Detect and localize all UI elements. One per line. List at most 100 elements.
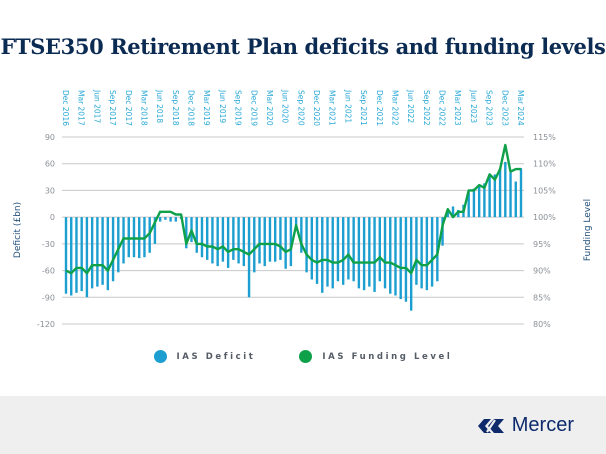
deficit-bar — [420, 217, 423, 289]
left-tick-label: -90 — [42, 293, 55, 302]
mercer-logo-text: Mercer — [511, 414, 574, 436]
mercer-logo: Mercer — [476, 414, 574, 437]
deficit-bar — [127, 217, 130, 258]
deficit-bar — [352, 217, 355, 282]
deficit-bar — [326, 217, 329, 287]
deficit-bar — [404, 217, 408, 302]
deficit-bar — [153, 217, 157, 244]
left-axis-title: Deficit (£bn) — [13, 202, 23, 258]
deficit-bar — [430, 217, 434, 287]
deficit-bars — [64, 161, 523, 311]
deficit-bar — [477, 185, 481, 218]
deficit-bar — [206, 217, 209, 260]
right-tick-label: 110% — [533, 160, 556, 169]
legend: IAS Deficit IAS Funding Level — [0, 350, 606, 363]
right-tick-label: 105% — [533, 186, 556, 195]
x-tick-label: Jun 2023 — [469, 89, 478, 123]
deficit-bar — [226, 217, 230, 268]
funding-line — [65, 143, 521, 275]
deficit-bar — [310, 217, 314, 280]
deficit-bar — [132, 217, 136, 258]
deficit-bar — [200, 217, 204, 258]
deficit-bar — [331, 217, 334, 289]
deficit-bar — [472, 188, 476, 218]
right-axis-title: Funding Level — [583, 199, 593, 261]
legend-item-funding[interactable]: IAS Funding Level — [299, 350, 452, 363]
chart: Dec 2016 Mar 2017 Jun 2017 Sep 2017 Dec 2017… — [13, 89, 593, 329]
x-tick-label: Sep 2020 — [296, 90, 305, 126]
deficit-bar — [185, 217, 188, 249]
deficit-bar — [289, 217, 293, 267]
x-tick-label: Dec 2017 — [124, 90, 133, 126]
deficit-bar — [373, 217, 376, 292]
right-tick-label: 90% — [533, 267, 551, 276]
deficit-bar — [300, 217, 303, 253]
x-tick-label: Dec 2023 — [500, 90, 509, 126]
deficit-bar — [368, 217, 371, 287]
deficit-bar — [509, 172, 512, 218]
deficit-bar — [263, 217, 266, 267]
deficit-bar — [268, 217, 272, 262]
funding-level-line — [65, 143, 521, 275]
mercer-logo-icon — [477, 418, 504, 433]
x-tick-label: Sep 2019 — [234, 90, 243, 126]
deficit-bar — [221, 217, 225, 262]
deficit-bar — [70, 217, 73, 296]
x-tick-label: Sep 2022 — [422, 90, 431, 126]
x-tick-label: Mar 2019 — [202, 90, 211, 126]
deficit-bar — [237, 217, 240, 264]
x-tick-label: Mar 2017 — [77, 90, 86, 126]
x-tick-label: Mar 2020 — [265, 90, 274, 126]
legend-swatch-deficit — [153, 350, 167, 363]
deficit-bar — [493, 174, 497, 218]
x-tick-label: Jun 2020 — [281, 89, 290, 123]
x-tick-label: Mar 2018 — [139, 90, 148, 126]
x-tick-label: Dec 2022 — [438, 90, 447, 126]
deficit-bar — [253, 217, 256, 273]
deficit-bar — [96, 217, 99, 287]
deficit-bar — [211, 217, 214, 264]
x-tick-label: Sep 2017 — [108, 90, 117, 126]
deficit-bar — [284, 217, 287, 269]
deficit-bar — [389, 217, 392, 294]
footer: Mercer — [0, 396, 606, 454]
deficit-bar — [148, 217, 151, 253]
deficit-bar — [394, 217, 397, 296]
legend-swatch-funding — [299, 350, 313, 363]
left-tick-label: 0 — [50, 213, 55, 222]
deficit-bar — [514, 181, 517, 218]
deficit-bar — [232, 217, 235, 260]
right-tick-label: 100% — [533, 213, 556, 222]
deficit-bar — [242, 217, 246, 267]
deficit-bar — [64, 217, 68, 294]
deficit-bar — [305, 217, 308, 273]
deficit-bar — [90, 217, 94, 289]
x-tick-label: Dec 2018 — [187, 90, 196, 126]
deficit-bar — [336, 217, 340, 282]
x-tick-label: Dec 2021 — [375, 90, 384, 126]
x-tick-label: Jun 2019 — [218, 89, 227, 123]
deficit-bar — [498, 168, 502, 218]
right-axis-labels: 115% 110% 105% 100% 95% 90% 85% 80% — [533, 133, 556, 329]
deficit-bar — [362, 217, 366, 291]
x-tick-label: Dec 2016 — [61, 90, 70, 126]
x-tick-label: Sep 2023 — [485, 90, 494, 126]
left-tick-label: -60 — [42, 267, 55, 276]
deficit-bar — [315, 217, 319, 284]
right-tick-label: 85% — [533, 293, 551, 302]
deficit-bar — [195, 217, 198, 253]
left-tick-label: 30 — [45, 186, 55, 195]
deficit-bar — [247, 217, 251, 298]
legend-item-deficit[interactable]: IAS Deficit — [153, 350, 256, 363]
x-tick-label: Mar 2022 — [390, 90, 399, 126]
x-tick-label: Jun 2017 — [92, 89, 101, 123]
deficit-bar — [321, 217, 324, 293]
deficit-bar — [75, 217, 78, 293]
deficit-bar — [415, 217, 418, 285]
deficit-bar — [258, 217, 261, 264]
x-tick-label: Jun 2022 — [406, 89, 415, 123]
deficit-bar — [106, 217, 110, 291]
deficit-bar — [409, 217, 413, 311]
x-tick-label: Sep 2021 — [359, 90, 368, 126]
deficit-bar — [504, 161, 507, 218]
